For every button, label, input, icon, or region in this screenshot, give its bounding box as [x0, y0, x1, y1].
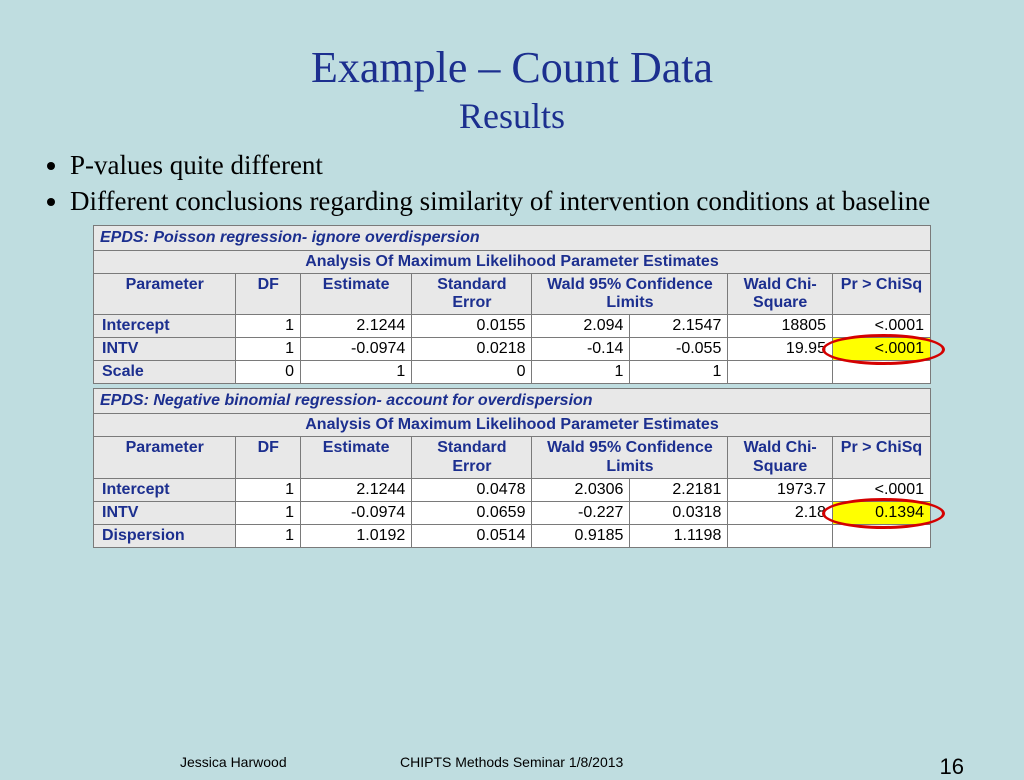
col-stderr: Standard Error: [412, 437, 532, 479]
col-conf-limits: Wald 95% Confidence Limits: [532, 437, 728, 479]
cell: INTV: [94, 502, 236, 525]
cell: 2.0306: [532, 479, 630, 502]
col-pvalue: Pr > ChiSq: [832, 273, 930, 315]
col-pvalue: Pr > ChiSq: [832, 437, 930, 479]
bullet-list: P-values quite different Different concl…: [0, 137, 1024, 219]
cell: 0: [412, 361, 532, 384]
cell: 2.18: [728, 502, 833, 525]
col-df: DF: [236, 273, 301, 315]
poisson-banner: Analysis Of Maximum Likelihood Parameter…: [94, 250, 931, 273]
cell: Intercept: [94, 479, 236, 502]
cell: [832, 525, 930, 548]
negbin-caption: EPDS: Negative binomial regression- acco…: [94, 389, 931, 414]
cell: -0.14: [532, 338, 630, 361]
col-conf-limits: Wald 95% Confidence Limits: [532, 273, 728, 315]
cell: 0.9185: [532, 525, 630, 548]
table-row: Intercept12.12440.04782.03062.21811973.7…: [94, 479, 931, 502]
cell: 0.0478: [412, 479, 532, 502]
cell: 1: [532, 361, 630, 384]
cell: 0.0659: [412, 502, 532, 525]
bullet-item: P-values quite different: [70, 149, 974, 183]
col-chisq: Wald Chi-Square: [728, 437, 833, 479]
cell: 0.0318: [630, 502, 728, 525]
cell: 1973.7: [728, 479, 833, 502]
cell: -0.0974: [301, 502, 412, 525]
cell: 1: [236, 502, 301, 525]
table-row: Scale01011: [94, 361, 931, 384]
cell: 0.0155: [412, 315, 532, 338]
cell: Scale: [94, 361, 236, 384]
highlighted-pvalue: 0.1394: [832, 502, 930, 525]
col-chisq: Wald Chi-Square: [728, 273, 833, 315]
cell: 1: [236, 479, 301, 502]
slide-title: Example – Count Data: [0, 0, 1024, 93]
cell: 2.2181: [630, 479, 728, 502]
col-df: DF: [236, 437, 301, 479]
slide-subtitle: Results: [0, 93, 1024, 137]
col-estimate: Estimate: [301, 437, 412, 479]
cell: Dispersion: [94, 525, 236, 548]
cell: 1: [630, 361, 728, 384]
poisson-caption: EPDS: Poisson regression- ignore overdis…: [94, 225, 931, 250]
cell: -0.227: [532, 502, 630, 525]
cell: 2.094: [532, 315, 630, 338]
cell: 1.0192: [301, 525, 412, 548]
col-parameter: Parameter: [94, 273, 236, 315]
cell: INTV: [94, 338, 236, 361]
table-row: INTV1-0.09740.0218-0.14-0.05519.95<.0001: [94, 338, 931, 361]
cell: 18805: [728, 315, 833, 338]
negbin-banner: Analysis Of Maximum Likelihood Parameter…: [94, 414, 931, 437]
cell: 1: [236, 315, 301, 338]
poisson-table-wrap: EPDS: Poisson regression- ignore overdis…: [93, 225, 931, 385]
cell: 2.1244: [301, 315, 412, 338]
cell: 0.0218: [412, 338, 532, 361]
col-stderr: Standard Error: [412, 273, 532, 315]
cell: 1: [236, 525, 301, 548]
cell: [728, 361, 833, 384]
col-estimate: Estimate: [301, 273, 412, 315]
footer-page-number: 16: [940, 754, 964, 780]
cell: 2.1547: [630, 315, 728, 338]
table-row: Dispersion11.01920.05140.91851.1198: [94, 525, 931, 548]
cell: [832, 361, 930, 384]
table-row: INTV1-0.09740.0659-0.2270.03182.180.1394: [94, 502, 931, 525]
cell: 19.95: [728, 338, 833, 361]
cell: -0.055: [630, 338, 728, 361]
cell: 1: [236, 338, 301, 361]
cell: 1: [301, 361, 412, 384]
cell: 0.0514: [412, 525, 532, 548]
cell: Intercept: [94, 315, 236, 338]
table-row: Intercept12.12440.01552.0942.154718805<.…: [94, 315, 931, 338]
highlighted-pvalue: <.0001: [832, 338, 930, 361]
cell: <.0001: [832, 479, 930, 502]
bullet-item: Different conclusions regarding similari…: [70, 185, 974, 219]
cell: 2.1244: [301, 479, 412, 502]
cell: -0.0974: [301, 338, 412, 361]
negbin-table: EPDS: Negative binomial regression- acco…: [93, 388, 931, 548]
poisson-table: EPDS: Poisson regression- ignore overdis…: [93, 225, 931, 385]
cell: 0: [236, 361, 301, 384]
cell: <.0001: [832, 315, 930, 338]
cell: [728, 525, 833, 548]
negbin-table-wrap: EPDS: Negative binomial regression- acco…: [93, 388, 931, 548]
cell: 1.1198: [630, 525, 728, 548]
col-parameter: Parameter: [94, 437, 236, 479]
